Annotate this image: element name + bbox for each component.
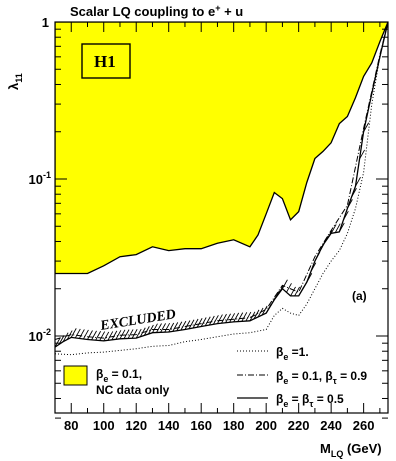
legend-swatch-filled — [63, 365, 88, 386]
hatch-mark — [164, 322, 171, 333]
hatch-mark — [172, 322, 179, 332]
hatch-mark — [111, 330, 118, 341]
hatch-mark — [91, 330, 97, 341]
hatch-mark — [221, 313, 227, 324]
legend-label-dashdot: βe = 0.1, βτ = 0.9 — [276, 369, 367, 386]
x-tick-label: 180 — [223, 418, 245, 433]
panel-label: (a) — [352, 289, 367, 303]
hatch-mark — [160, 323, 166, 333]
y-tick-label: 1 — [42, 15, 49, 30]
y-tick-label: 10-1 — [29, 170, 51, 187]
hatch-mark — [334, 223, 341, 233]
hatch-mark — [330, 224, 337, 234]
hatch-mark — [188, 319, 195, 329]
hatch-mark — [156, 323, 162, 333]
hatch-mark — [127, 329, 134, 339]
hatch-mark — [200, 317, 207, 327]
x-tick-label: 220 — [288, 418, 310, 433]
hatch-mark — [70, 328, 77, 338]
hatch-mark — [208, 315, 215, 326]
hatch-mark — [180, 320, 187, 331]
plot-frame — [54, 21, 389, 414]
legend-label-filled-line2: NC data only — [96, 383, 170, 397]
x-tick-label: 260 — [353, 418, 375, 433]
chart-title: Scalar LQ coupling to e+ + u — [70, 3, 243, 19]
legend-label-filled: βe = 0.1, — [96, 367, 142, 384]
hatch-mark — [87, 330, 93, 340]
hatch-mark — [168, 322, 175, 333]
hatch-mark — [83, 329, 89, 340]
hatch-mark — [196, 318, 203, 328]
plot-area — [55, 22, 388, 356]
hatch-mark — [152, 323, 158, 333]
x-tick-label: 200 — [255, 418, 277, 433]
hatch-mark — [229, 313, 236, 323]
hatch-mark — [192, 318, 199, 329]
hatch-mark — [103, 331, 110, 342]
hatch-mark — [123, 329, 130, 339]
series-line-solid — [55, 22, 388, 348]
x-axis-label: MLQ (GeV) — [320, 441, 382, 459]
y-axis-label: λ11 — [6, 73, 24, 90]
series-line-dashdot — [55, 22, 388, 340]
hatch-mark — [78, 329, 85, 339]
axes: 80 100 120 140 160 180 200 220 240 260 1 10-1 10-2 — [29, 15, 388, 433]
x-tick-label: 240 — [320, 418, 342, 433]
y-tick-label: 10-2 — [29, 327, 51, 344]
x-tick-label: 100 — [93, 418, 115, 433]
x-tick-label: 120 — [125, 418, 147, 433]
hatch-mark — [286, 283, 292, 293]
legend-label-solid: βe = βτ = 0.5 — [276, 392, 344, 409]
hatch-mark — [184, 320, 191, 330]
legend-label-dotted: βe =1. — [276, 345, 309, 362]
experiment-label: H1 — [94, 52, 116, 71]
hatch-mark — [290, 286, 296, 297]
hatch-mark — [225, 313, 231, 323]
hatch-mark — [237, 312, 244, 322]
hatch-mark — [74, 328, 81, 339]
hatch-mark — [95, 331, 102, 341]
hatch-mark — [241, 312, 248, 322]
hatch-mark — [131, 329, 138, 339]
excluded-label: EXCLUDED — [98, 307, 177, 334]
hatch-mark — [294, 286, 300, 297]
hatch-mark — [62, 332, 69, 342]
hatch-mark — [212, 315, 219, 325]
hatch-mark — [245, 311, 252, 322]
hatch-mark — [217, 314, 223, 324]
hatch-mark — [99, 331, 106, 341]
hatch-mark — [204, 316, 211, 326]
hatch-mark — [115, 330, 122, 340]
experiment-label-box: H1 — [81, 43, 131, 79]
hatch-mark — [107, 331, 114, 341]
hatch-mark — [176, 321, 183, 331]
hatch-mark — [233, 312, 240, 323]
hatch-mark — [148, 324, 154, 335]
x-tick-label: 80 — [64, 418, 78, 433]
x-tick-label: 140 — [158, 418, 180, 433]
hatch-mark — [282, 279, 288, 289]
legend: βe = 0.1, NC data only βe =1. βe = 0.1, … — [63, 345, 367, 409]
x-tick-label: 160 — [190, 418, 212, 433]
hatch-mark — [253, 309, 260, 320]
hatch-mark — [119, 329, 126, 340]
series-filled-region — [55, 22, 388, 275]
hatch-mark — [55, 337, 61, 348]
